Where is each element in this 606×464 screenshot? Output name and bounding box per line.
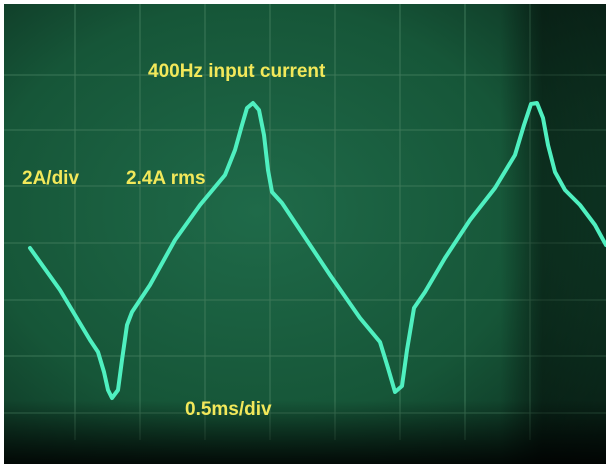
- shadow: [500, 4, 606, 464]
- rms-value: 2.4A rms: [126, 168, 206, 189]
- shadow-bottom: [4, 400, 606, 464]
- waveform: [28, 101, 606, 400]
- timebase: 0.5ms/div: [185, 399, 272, 420]
- title: 400Hz input current: [148, 61, 326, 82]
- vertical-scale: 2A/div: [22, 168, 79, 189]
